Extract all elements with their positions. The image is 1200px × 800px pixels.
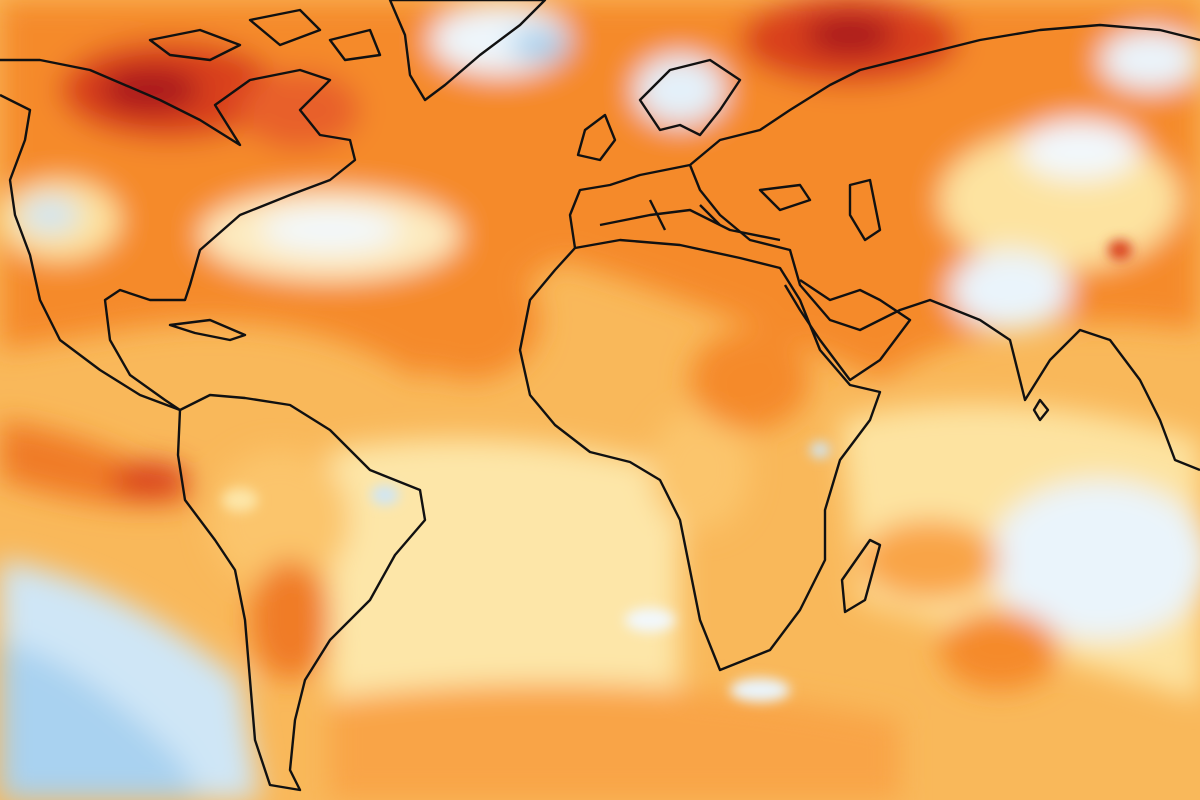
sri-lanka: [1032, 398, 1050, 422]
arctic-islands: [148, 8, 382, 62]
madagascar: [840, 538, 882, 614]
greenland: [388, 0, 547, 102]
arabia: [783, 279, 912, 382]
north-america-coast: [0, 58, 357, 412]
scandinavia: [638, 58, 742, 137]
caribbean: [168, 318, 247, 342]
eurasia-coast: [568, 23, 1200, 472]
mediterranean: [599, 199, 781, 242]
africa-coast: [518, 238, 882, 672]
black-caspian: [758, 178, 882, 242]
south-america-coast: [176, 393, 427, 792]
british-isles: [576, 113, 617, 162]
anomaly-speckles: [222, 240, 1132, 702]
